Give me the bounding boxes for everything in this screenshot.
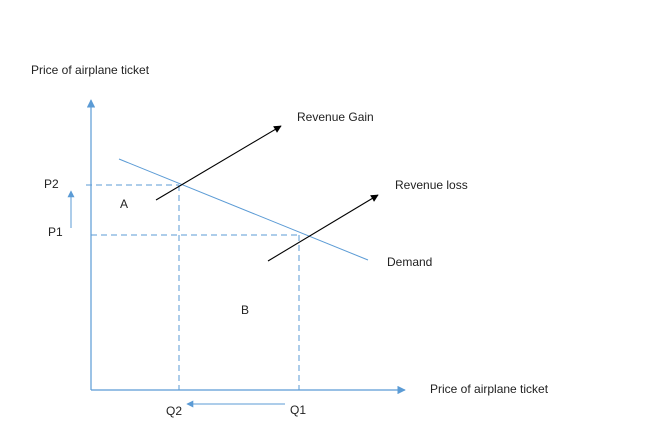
revenue-gain-label: Revenue Gain: [297, 110, 374, 124]
demand-curve: [118, 158, 369, 261]
revenue-loss-arrow: [267, 194, 379, 262]
demand-label: Demand: [387, 255, 432, 269]
area-b-label: B: [241, 303, 249, 317]
revenue-gain-arrow: [155, 125, 282, 201]
area-a-label: A: [120, 197, 128, 211]
revenue-loss-label: Revenue loss: [395, 178, 468, 192]
q2-label: Q2: [166, 404, 182, 418]
x-axis-label: Price of airplane ticket: [430, 382, 549, 396]
q1-label: Q1: [290, 403, 306, 417]
p1-label: P1: [48, 225, 63, 239]
y-axis-label: Price of airplane ticket: [31, 63, 150, 77]
p2-label: P2: [44, 177, 59, 191]
